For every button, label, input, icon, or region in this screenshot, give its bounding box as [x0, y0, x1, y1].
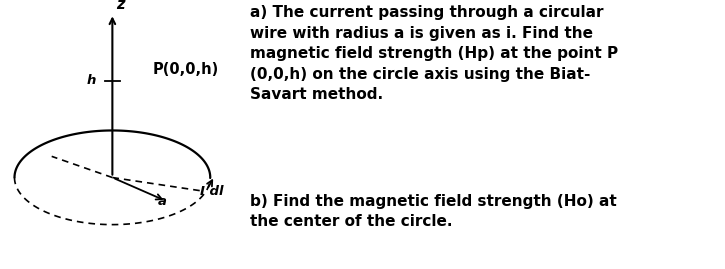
Text: P(0,0,h): P(0,0,h): [152, 62, 218, 77]
Text: z: z: [116, 0, 125, 12]
Text: b) Find the magnetic field strength (Ho) at
the center of the circle.: b) Find the magnetic field strength (Ho)…: [250, 194, 617, 229]
Text: a) The current passing through a circular
wire with radius a is given as i. Find: a) The current passing through a circula…: [250, 5, 618, 102]
Text: h: h: [87, 74, 96, 87]
Text: a: a: [158, 195, 167, 208]
Text: I dl: I dl: [200, 185, 224, 199]
